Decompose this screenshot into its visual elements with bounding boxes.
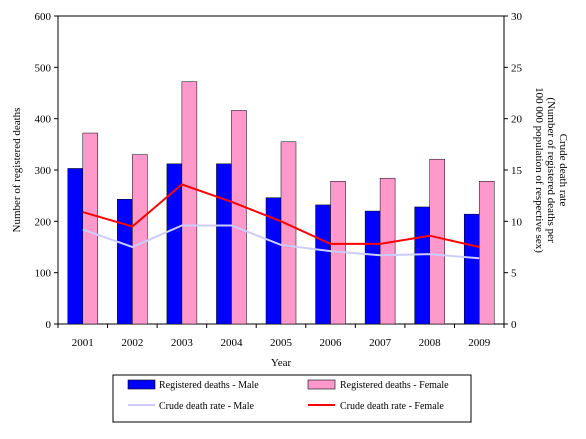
right-axis-title-line-1: Crude death rate [557, 134, 569, 207]
right-axis-title: Crude death rate (Number of registered d… [533, 87, 569, 253]
right-axis-title-line-3: 100 000 population of respective sex) [533, 87, 545, 253]
bars-layer [67, 81, 495, 325]
legend-label-female-rate: Crude death rate - Female [340, 401, 444, 412]
right-tick-label: 30 [511, 11, 523, 23]
bar-female-2009 [478, 181, 495, 325]
legend-label-male-rate: Crude death rate - Male [159, 401, 255, 412]
right-axis: 0 5 10 15 20 25 30 [504, 11, 523, 331]
right-tick-label: 20 [511, 114, 523, 126]
x-tick-label: 2003 [171, 337, 194, 349]
bar-female-2004 [231, 110, 247, 325]
left-axis: 0 100 200 300 400 500 600 [35, 11, 58, 331]
x-tick-label: 2009 [468, 337, 491, 349]
right-tick-label: 10 [511, 216, 523, 228]
bar-female-2003 [181, 81, 198, 325]
left-tick-label: 200 [35, 216, 52, 228]
legend-label-female-deaths: Registered deaths - Female [340, 380, 449, 391]
legend-swatch-male-deaths [127, 379, 156, 390]
left-tick-label: 100 [35, 268, 52, 280]
x-tick-label: 2004 [220, 337, 243, 349]
right-tick-label: 5 [511, 268, 517, 280]
bar-female-2002 [132, 154, 148, 325]
lines-layer [82, 183, 480, 260]
bar-female-2001 [82, 132, 99, 325]
x-tick-label: 2002 [121, 337, 143, 349]
right-tick-label: 0 [511, 319, 517, 331]
x-tick-label: 2005 [270, 337, 293, 349]
bar-male-2003 [166, 163, 183, 325]
x-tick-label: 2008 [419, 337, 442, 349]
right-tick-label: 15 [511, 165, 523, 177]
left-tick-label: 600 [35, 11, 52, 23]
x-tick-label: 2007 [369, 337, 392, 349]
x-axis: 2001 2002 2003 2004 2005 2006 2007 2008 2009 [57, 324, 505, 349]
left-tick-label: 500 [35, 62, 52, 74]
bar-male-2007 [364, 210, 381, 325]
right-tick-label: 25 [511, 62, 523, 74]
bar-male-2008 [414, 206, 430, 325]
bar-female-2008 [429, 158, 445, 325]
bar-male-2006 [315, 204, 331, 325]
legend-label-male-deaths: Registered deaths - Male [159, 380, 259, 391]
left-axis-title: Number of registered deaths [11, 108, 23, 233]
left-tick-label: 300 [35, 165, 52, 177]
bar-male-2001 [67, 168, 84, 325]
x-tick-label: 2001 [72, 337, 94, 349]
x-tick-label: 2006 [320, 337, 343, 349]
right-axis-title-line-2: (Number of registered deaths per [545, 97, 557, 243]
left-tick-label: 0 [46, 319, 52, 331]
legend-box [112, 374, 472, 423]
bar-female-2005 [280, 141, 297, 325]
bar-male-2002 [117, 199, 133, 325]
legend: Registered deaths - Male Registered deat… [112, 374, 472, 423]
line-female-rate [82, 183, 480, 248]
legend-swatch-female-deaths [307, 379, 336, 390]
x-axis-title: Year [271, 357, 292, 369]
left-tick-label: 400 [35, 114, 52, 126]
bar-male-2004 [216, 163, 232, 325]
bar-female-2007 [379, 177, 396, 325]
bar-male-2009 [463, 213, 480, 325]
line-male-rate [82, 224, 480, 260]
